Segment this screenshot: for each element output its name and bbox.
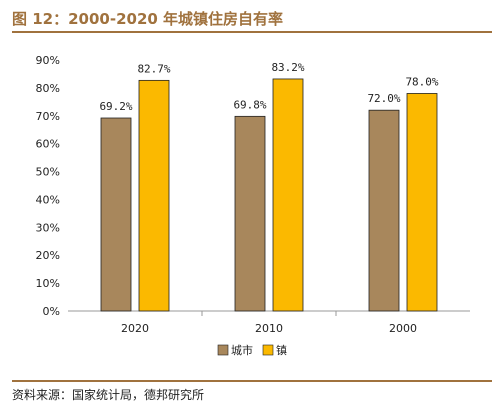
- y-tick-label: 30%: [36, 221, 60, 234]
- y-tick-label: 10%: [36, 277, 60, 290]
- title-rule: [12, 31, 492, 33]
- bar-镇-2000: [406, 93, 438, 312]
- y-tick-label: 80%: [36, 82, 60, 95]
- bar-镇-2020: [138, 79, 170, 312]
- data-label: 78.0%: [405, 75, 438, 88]
- bar-城市-2000: [368, 109, 400, 312]
- y-tick-label: 90%: [36, 54, 60, 67]
- data-label: 69.2%: [99, 100, 132, 113]
- y-tick-label: 50%: [36, 166, 60, 179]
- bar-城市-2010: [234, 115, 266, 312]
- data-label: 72.0%: [367, 92, 400, 105]
- legend-label: 镇: [276, 343, 287, 357]
- source-note: 资料来源：国家统计局，德邦研究所: [12, 388, 205, 402]
- y-tick-label: 40%: [36, 193, 60, 206]
- data-label: 69.8%: [233, 98, 266, 111]
- data-label: 83.2%: [271, 61, 304, 74]
- bar-城市-2020: [100, 117, 132, 312]
- y-tick-label: 60%: [36, 138, 60, 151]
- data-label: 82.7%: [137, 62, 170, 75]
- y-tick-label: 20%: [36, 249, 60, 262]
- y-tick-label: 70%: [36, 110, 60, 123]
- x-tick-label: 2000: [389, 322, 417, 335]
- x-tick-label: 2020: [121, 322, 149, 335]
- chart-title: 图 12：2000-2020 年城镇住房自有率: [12, 10, 284, 28]
- x-tick-label: 2010: [255, 322, 283, 335]
- bar-chart: 0% 10% 20% 30% 40% 50% 60% 70% 80% 90% 69.2% 82.7% 2…: [36, 54, 470, 357]
- legend-swatch-城市: [217, 344, 229, 356]
- y-tick-label: 0%: [43, 305, 60, 318]
- source-rule: [12, 380, 492, 382]
- bar-镇-2010: [272, 78, 304, 312]
- legend-label: 城市: [231, 343, 253, 357]
- legend-swatch-镇: [262, 344, 274, 356]
